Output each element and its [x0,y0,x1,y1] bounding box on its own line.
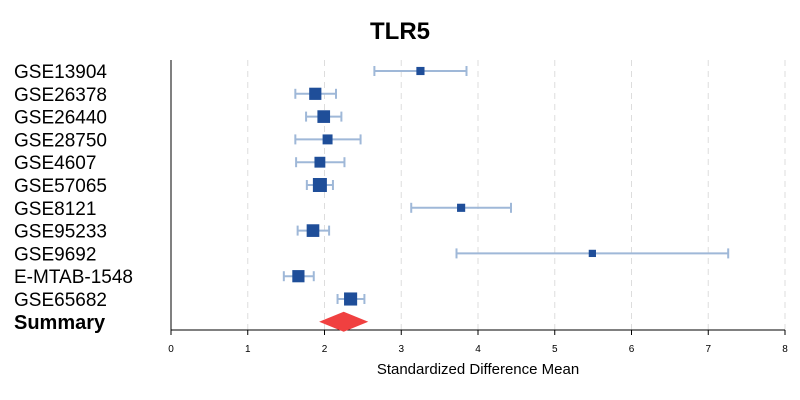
summary-label: Summary [14,312,106,334]
study-label: GSE26440 [14,108,107,129]
x-tick-label: 4 [475,344,481,355]
study-row: GSE4607 [14,153,346,174]
study-point [416,66,425,76]
study-point [312,178,327,192]
study-rows: GSE13904GSE26378GSE26440GSE28750GSE4607G… [14,62,730,311]
x-tick-label: 3 [398,344,404,355]
x-tick-label: 2 [322,344,328,355]
study-label: GSE4607 [14,153,96,174]
study-point [292,270,305,283]
study-point [344,292,358,306]
study-point [314,156,326,168]
study-label: GSE95233 [14,222,107,243]
study-row: GSE26378 [14,85,338,106]
study-point [457,203,466,212]
study-point [309,87,322,100]
study-row: GSE26440 [14,108,343,129]
study-point [317,110,331,123]
study-row: E-MTAB-1548 [14,267,315,288]
study-row: GSE65682 [14,290,366,311]
study-label: E-MTAB-1548 [14,267,133,288]
study-row: GSE9692 [14,244,730,265]
summary-row: Summary [14,311,369,334]
chart-title: TLR5 [370,18,430,45]
grid-lines [247,60,786,330]
x-tick-label: 6 [629,344,635,355]
study-point [306,224,320,237]
study-row: GSE57065 [14,176,334,197]
x-axis: 0 1 2 3 4 5 6 7 8 [168,60,788,355]
study-label: GSE8121 [14,199,96,220]
study-label: GSE9692 [14,244,96,265]
study-row: GSE95233 [14,222,331,243]
study-label: GSE57065 [14,176,107,197]
summary-diamond [319,311,369,332]
x-tick-label: 0 [168,344,174,355]
study-label: GSE28750 [14,130,107,151]
study-label: GSE13904 [14,62,107,83]
study-row: GSE8121 [14,199,513,220]
x-axis-title: Standardized Difference Mean [377,361,579,378]
study-row: GSE28750 [14,130,362,151]
x-tick-label: 5 [552,344,558,355]
study-label: GSE65682 [14,290,107,311]
study-point [322,134,333,145]
study-point [588,249,596,258]
x-tick-label: 8 [782,344,788,355]
study-row: GSE13904 [14,62,468,83]
study-label: GSE26378 [14,85,107,106]
x-tick-label: 7 [705,344,711,355]
x-tick-label: 1 [245,344,251,355]
